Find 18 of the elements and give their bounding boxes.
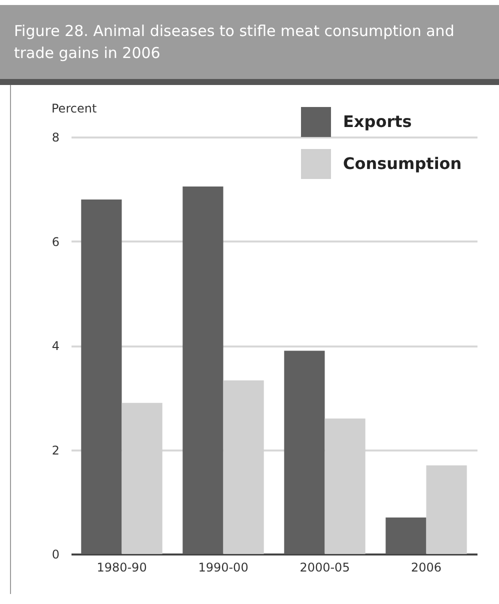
y-tick-label: 0	[52, 548, 60, 562]
legend-label: Exports	[343, 112, 412, 131]
legend-label: Consumption	[343, 154, 462, 173]
bar	[284, 350, 325, 554]
chart-title: Figure 28. Animal diseases to stifle meat consumption and trade gains in 2006	[14, 21, 456, 64]
y-axis-title: Percent	[52, 102, 97, 116]
y-tick-label: 2	[52, 443, 60, 458]
y-tick-label: 8	[52, 130, 60, 144]
bar	[386, 518, 426, 554]
x-tick-label: 1990-00	[198, 560, 248, 574]
y-tick-label: 4	[52, 339, 60, 353]
bar	[182, 186, 224, 554]
y-tick-label: 6	[52, 234, 60, 249]
x-tick-label: 1980-90	[96, 560, 147, 574]
x-tick-label: 2006	[410, 560, 442, 574]
x-tick-label: 2000-05	[300, 560, 350, 574]
bar	[81, 200, 122, 554]
bar	[426, 465, 467, 554]
